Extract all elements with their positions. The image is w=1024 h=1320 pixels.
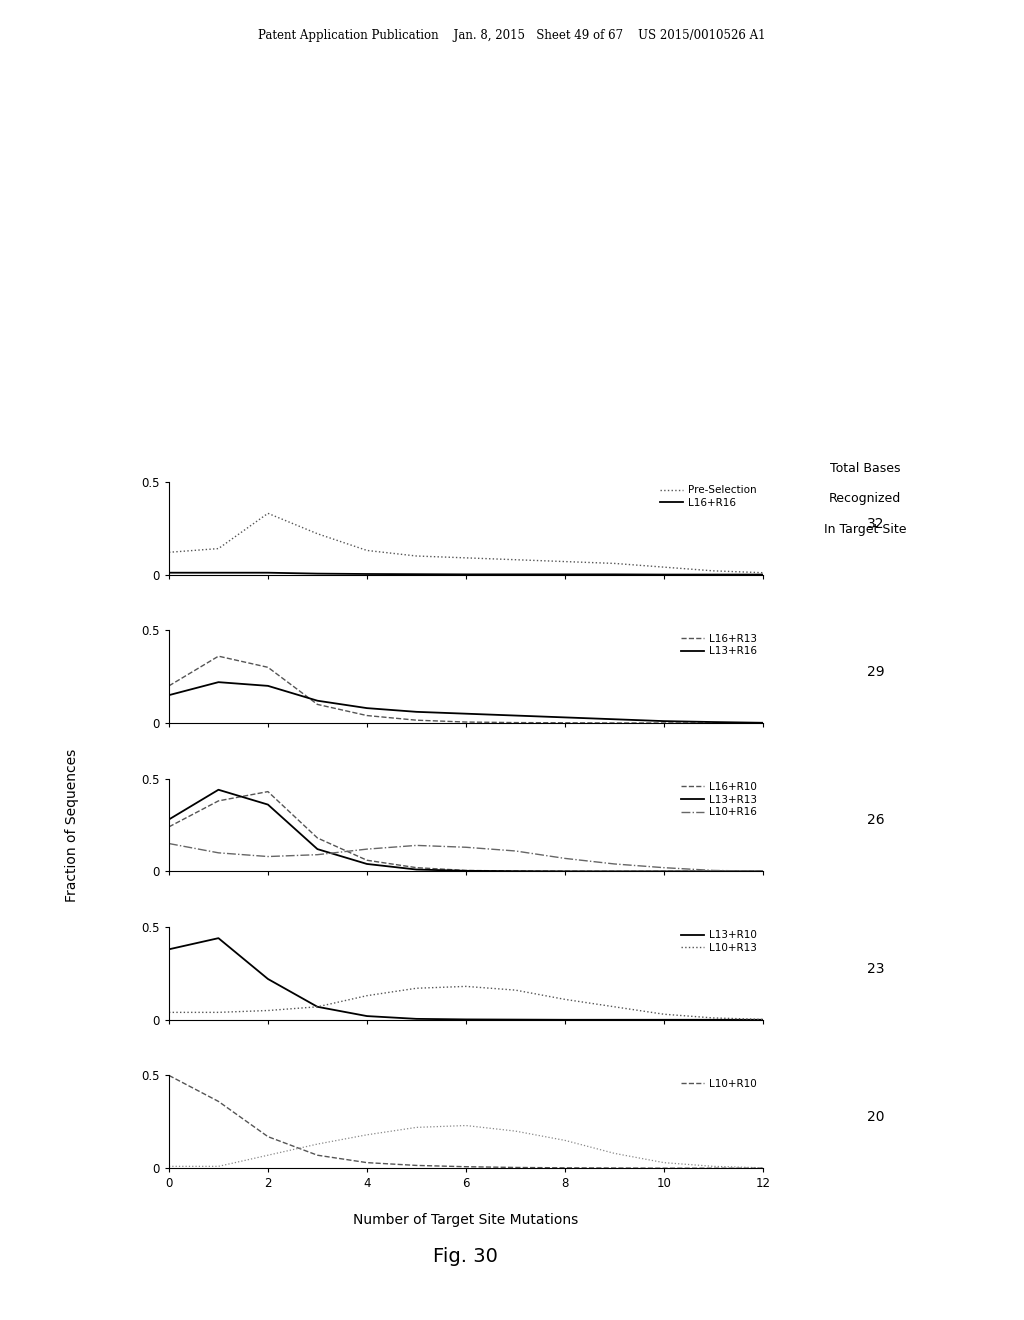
Text: Number of Target Site Mutations: Number of Target Site Mutations: [353, 1213, 579, 1226]
Text: Recognized: Recognized: [829, 492, 901, 506]
Legend: L16+R10, L13+R13, L10+R16: L16+R10, L13+R13, L10+R16: [681, 781, 757, 817]
Text: Total Bases: Total Bases: [830, 462, 900, 475]
Text: Fraction of Sequences: Fraction of Sequences: [65, 748, 79, 902]
Text: 32: 32: [867, 516, 885, 531]
Text: Fig. 30: Fig. 30: [433, 1247, 499, 1266]
Legend: L13+R10, L10+R13: L13+R10, L10+R13: [681, 931, 757, 953]
Text: 29: 29: [867, 665, 885, 678]
Legend: Pre-Selection, L16+R16: Pre-Selection, L16+R16: [660, 486, 757, 508]
Text: In Target Site: In Target Site: [824, 523, 906, 536]
Text: Patent Application Publication    Jan. 8, 2015   Sheet 49 of 67    US 2015/00105: Patent Application Publication Jan. 8, 2…: [258, 29, 766, 42]
Legend: L10+R10: L10+R10: [681, 1078, 757, 1089]
Text: 26: 26: [867, 813, 885, 828]
Text: 20: 20: [867, 1110, 885, 1125]
Text: 23: 23: [867, 962, 885, 975]
Legend: L16+R13, L13+R16: L16+R13, L13+R16: [681, 634, 757, 656]
